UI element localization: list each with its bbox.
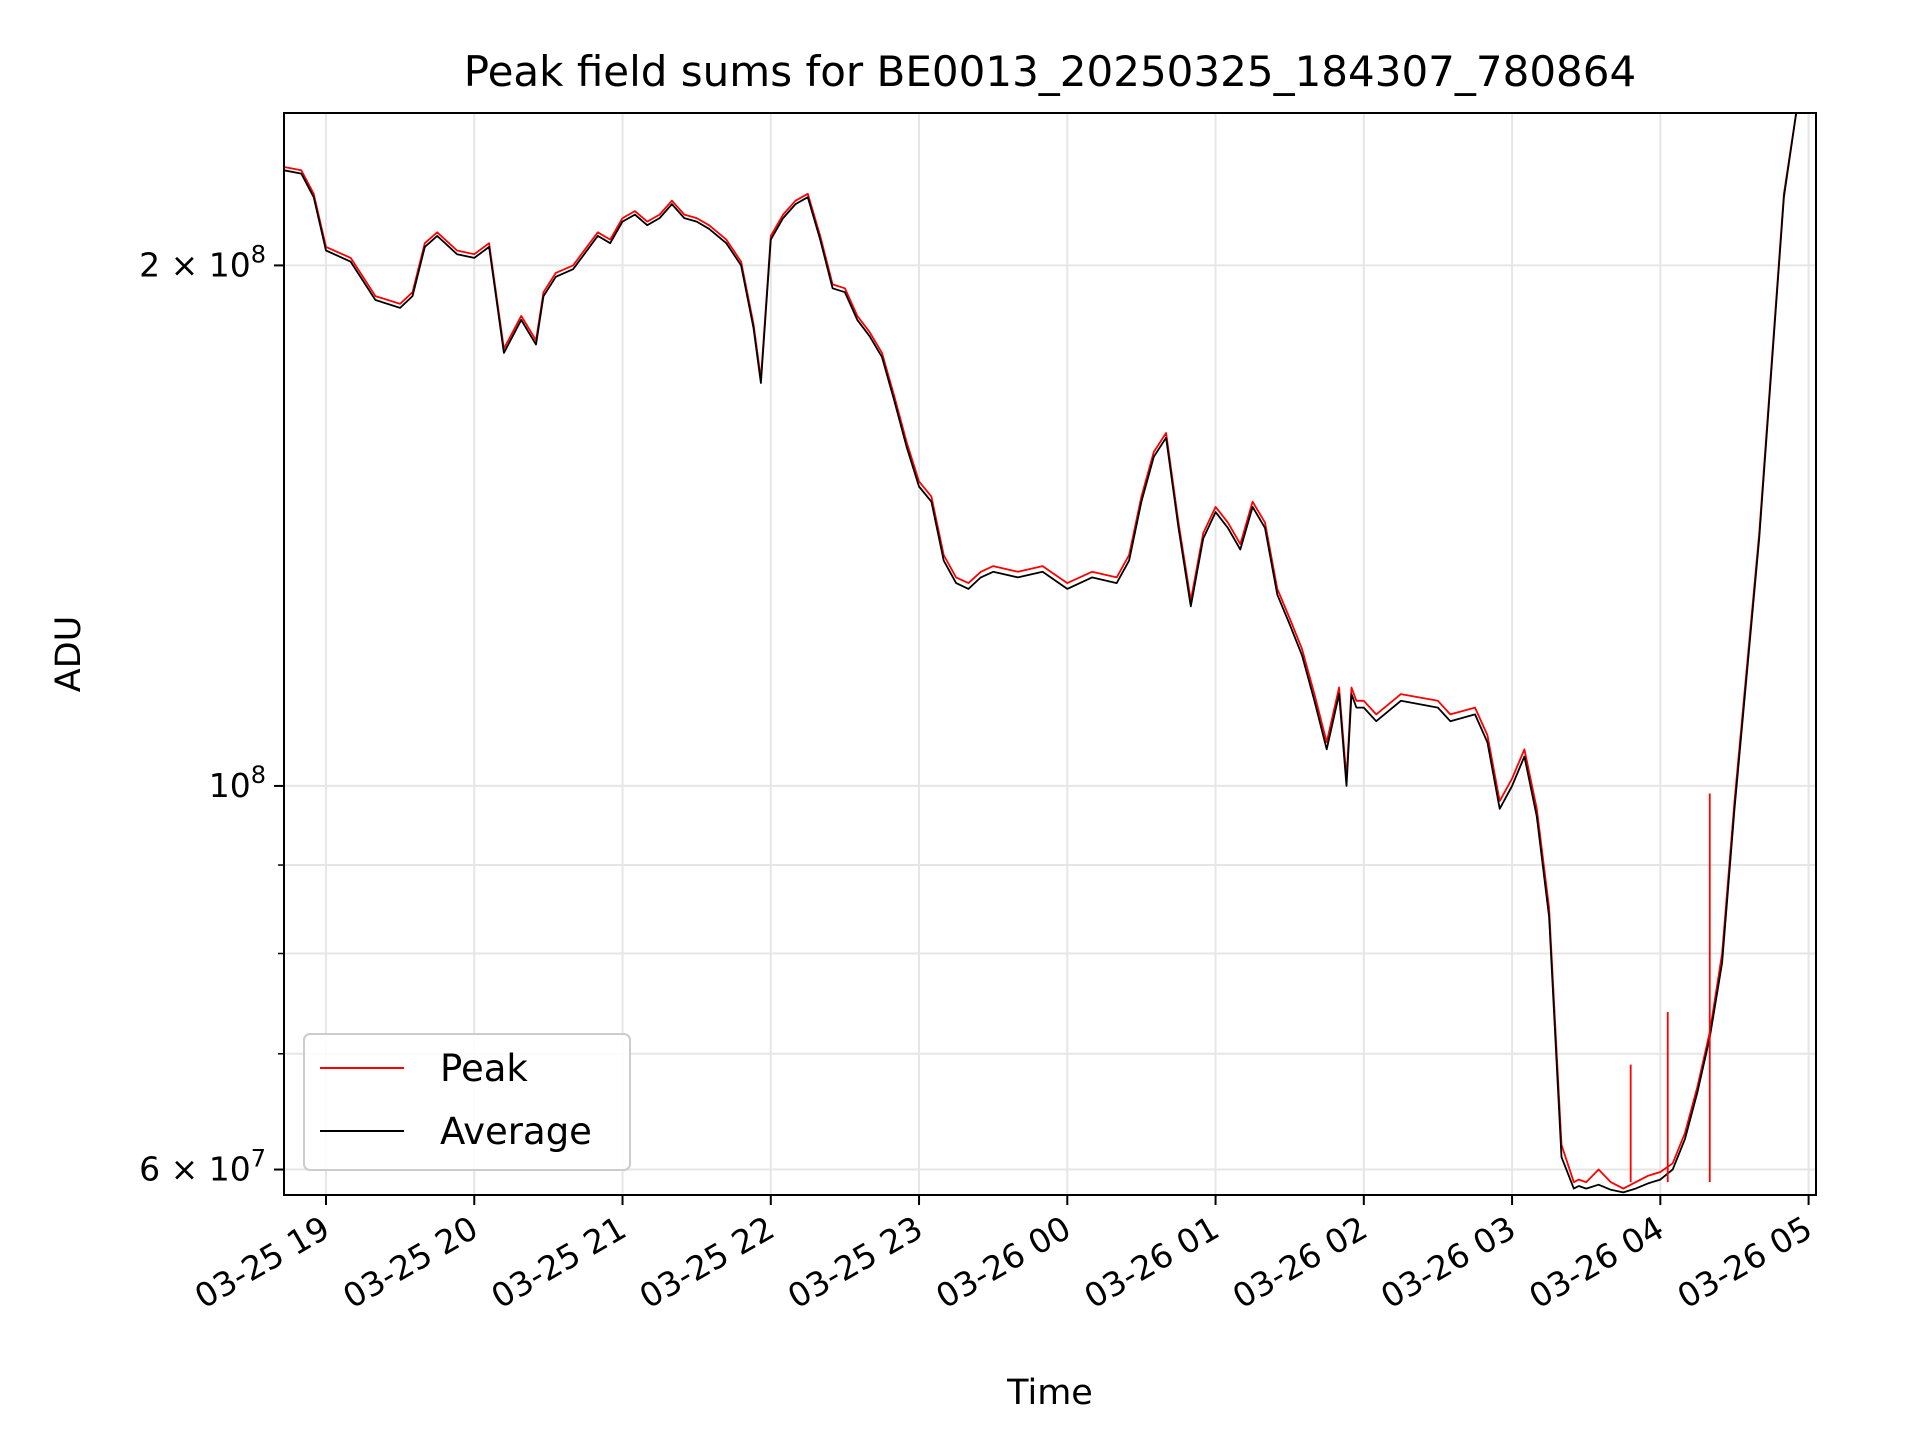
legend-label-average: Average [440,1110,592,1153]
plot-frame [283,112,1817,1196]
series-line-average [284,113,1798,1194]
legend-label-peak: Peak [440,1047,528,1090]
y-tick-label: 6 × 107 [139,1145,266,1189]
legend: Peak Average [303,1033,631,1171]
x-axis-label: Time [1006,1373,1093,1413]
plot-series [284,113,1798,1194]
y-axis: 6 × 107 108 2 × 108 [139,240,284,1189]
grid [284,113,1816,1195]
chart-title: Peak field sums for BE0013_20250325_1843… [464,47,1636,96]
y-tick-label: 2 × 108 [139,240,266,284]
y-tick-label: 108 [209,761,266,805]
y-axis-label: ADU [49,616,89,693]
